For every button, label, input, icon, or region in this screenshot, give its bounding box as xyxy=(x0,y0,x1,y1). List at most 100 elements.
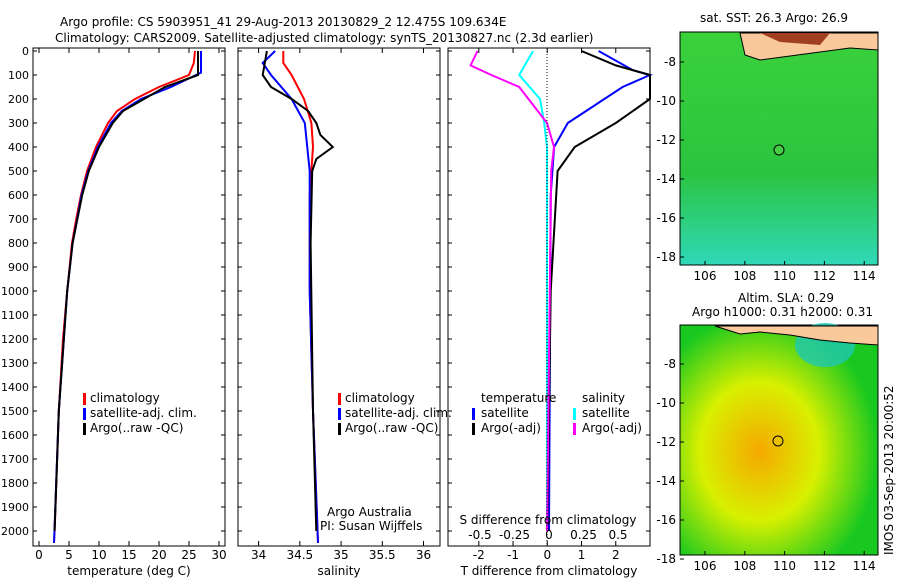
y-tick-label: 1800 xyxy=(1,477,29,490)
x-tick-label: 10 xyxy=(91,548,106,562)
x-tick-label: 106 xyxy=(694,559,717,573)
y-tick-label: 0 xyxy=(22,45,29,58)
x-tick-label: 114 xyxy=(853,269,876,283)
x-tick-label: 0 xyxy=(543,548,551,562)
y-tick-label: 1900 xyxy=(1,501,29,514)
y-tick-label: -16 xyxy=(656,513,676,527)
series-s-satellite xyxy=(517,50,548,531)
series-t-satellite xyxy=(548,50,653,532)
salinity-panel: 34 34.5 35 35.5 36 salinity climatologysatelli… xyxy=(237,47,452,578)
x-tick-label: 110 xyxy=(773,559,796,573)
legend-swatch xyxy=(338,408,341,420)
side-label: IMOS 03-Sep-2013 20:00:52 xyxy=(882,385,896,555)
x-tick-label: 110 xyxy=(773,269,796,283)
x-tick-label: 112 xyxy=(813,559,836,573)
series-argo-raw-qc- xyxy=(261,50,335,532)
legend-label: satellite-adj. clim. xyxy=(345,406,452,420)
x-tick-label: -2 xyxy=(473,548,485,562)
annotation: PI: Susan Wijffels xyxy=(320,519,422,533)
x-tick-label: 1 xyxy=(578,548,586,562)
y-tick-label: -18 xyxy=(656,250,676,264)
legend-swatch xyxy=(573,423,576,435)
sla-field xyxy=(679,324,879,556)
y-tick-label: 700 xyxy=(8,213,29,226)
x-tick-label: 114 xyxy=(853,559,876,573)
y-tick-label: 200 xyxy=(8,93,29,106)
legend-label: Argo(-adj) xyxy=(481,421,541,435)
y-tick-label: -18 xyxy=(656,552,676,566)
plot-frame xyxy=(447,47,651,547)
x-tick-label: 34 xyxy=(251,548,266,562)
argo-marker xyxy=(773,144,785,156)
y-tick-label: 1700 xyxy=(1,453,29,466)
legend-label: satellite-adj. clim. xyxy=(90,406,197,420)
legend-swatch xyxy=(338,393,341,405)
x2-tick-label: -0.5 xyxy=(468,528,491,542)
y-tick-label: 1500 xyxy=(1,405,29,418)
sla-map-title: Altim. SLA: 0.29 xyxy=(738,291,834,305)
x-tick-label: 35.5 xyxy=(369,548,396,562)
legend-label: climatology xyxy=(345,391,415,405)
y-tick-label: -14 xyxy=(656,474,676,488)
y-tick-label: -8 xyxy=(664,357,676,371)
y-tick-label: 1400 xyxy=(1,381,29,394)
y-tick-label: 2000 xyxy=(1,525,29,538)
series-t-argo-adj- xyxy=(546,50,651,532)
y-tick-label: -14 xyxy=(656,172,676,186)
x-tick-label: 35 xyxy=(333,548,348,562)
y-tick-label: -12 xyxy=(656,435,676,449)
x-tick-label: 20 xyxy=(151,548,166,562)
y-tick-label: 900 xyxy=(8,261,29,274)
x2-axis-label: S difference from climatology xyxy=(460,513,637,527)
legend-label: satellite xyxy=(481,406,529,420)
y-tick-label: 1600 xyxy=(1,429,29,442)
series-climatology xyxy=(53,50,196,544)
legend-label: salinity xyxy=(582,391,625,405)
legend-swatch xyxy=(83,408,86,420)
y-tick-label: -16 xyxy=(656,211,676,225)
x-tick-label: 36 xyxy=(416,548,431,562)
series-satellite-adj-clim- xyxy=(261,50,319,544)
y-tick-label: 600 xyxy=(8,189,29,202)
y-tick-label: -8 xyxy=(664,55,676,69)
annotation: Argo Australia xyxy=(327,505,412,519)
legend-label: Argo(..raw -QC) xyxy=(345,421,438,435)
x2-tick-label: 0.5 xyxy=(608,528,627,542)
y-tick-label: -12 xyxy=(656,133,676,147)
x-tick-label: 15 xyxy=(121,548,136,562)
y-tick-label: 800 xyxy=(8,237,29,250)
x-axis-label: temperature (deg C) xyxy=(67,564,190,578)
series-s-argo-adj- xyxy=(469,50,556,532)
x-tick-label: 108 xyxy=(733,559,756,573)
legend-swatch xyxy=(83,423,86,435)
series-argo-raw-qc- xyxy=(53,51,199,532)
land-java xyxy=(739,32,879,61)
legend-swatch xyxy=(338,423,341,435)
difference-panel: -2 -1 0 1 2 T difference from climatology temp… xyxy=(447,47,653,578)
x-tick-label: 25 xyxy=(181,548,196,562)
x-tick-label: 106 xyxy=(694,269,717,283)
x2-tick-label: 0 xyxy=(545,528,553,542)
x-tick-label: 2 xyxy=(612,548,620,562)
legend-label: Argo(-adj) xyxy=(582,421,642,435)
temperature-panel: 0 5 10 15 20 25 30 temperature (deg C) 0 100 200 30… xyxy=(1,45,227,578)
sla-map: Altim. SLA: 0.29 Argo h1000: 0.31 h2000:… xyxy=(656,291,879,573)
y-tick-label: 1000 xyxy=(1,285,29,298)
x-tick-label: 108 xyxy=(733,269,756,283)
series-climatology xyxy=(282,51,319,544)
legend-swatch xyxy=(573,408,576,420)
argo-marker xyxy=(772,435,784,447)
y-tick-label: 1100 xyxy=(1,309,29,322)
x-axis-label: T difference from climatology xyxy=(460,564,638,578)
series-satellite-adj-clim- xyxy=(53,51,202,544)
x-axis-label: salinity xyxy=(317,564,360,578)
x-tick-label: 5 xyxy=(65,548,73,562)
legend-label: Argo(..raw -QC) xyxy=(90,421,183,435)
x-tick-label: 112 xyxy=(813,269,836,283)
y-tick-label: -10 xyxy=(656,396,676,410)
sst-map: sat. SST: 26.3 Argo: 26.9 106 108 110 112 11… xyxy=(656,11,879,283)
x2-tick-label: -0.25 xyxy=(499,528,530,542)
y-tick-label: 500 xyxy=(8,165,29,178)
legend-label: temperature xyxy=(481,391,556,405)
